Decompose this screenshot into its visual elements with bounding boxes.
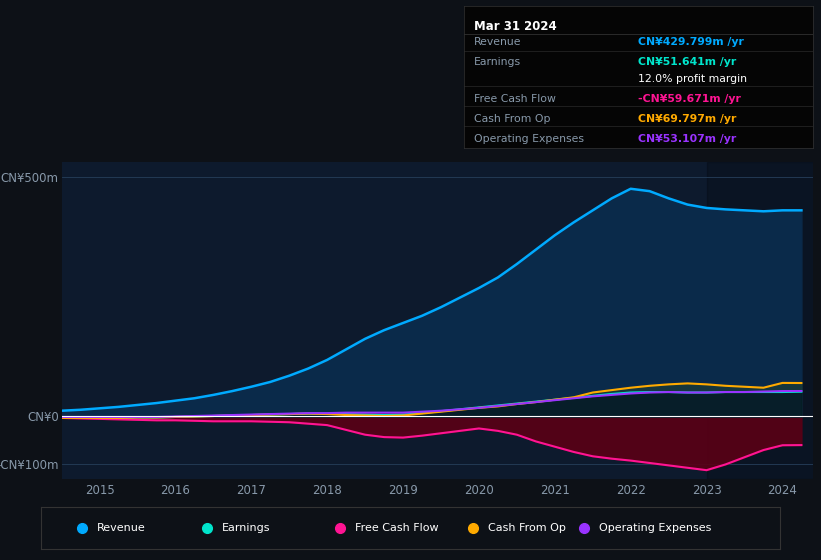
Text: CN¥51.641m /yr: CN¥51.641m /yr — [639, 57, 736, 67]
Text: Free Cash Flow: Free Cash Flow — [475, 94, 556, 104]
Text: -CN¥59.671m /yr: -CN¥59.671m /yr — [639, 94, 741, 104]
Text: Free Cash Flow: Free Cash Flow — [355, 523, 438, 533]
Text: Mar 31 2024: Mar 31 2024 — [475, 20, 557, 33]
Text: 12.0% profit margin: 12.0% profit margin — [639, 74, 747, 84]
Text: Earnings: Earnings — [475, 57, 521, 67]
Text: Operating Expenses: Operating Expenses — [475, 134, 585, 144]
Text: CN¥429.799m /yr: CN¥429.799m /yr — [639, 37, 744, 47]
Text: Revenue: Revenue — [97, 523, 145, 533]
Text: Cash From Op: Cash From Op — [488, 523, 566, 533]
Text: Cash From Op: Cash From Op — [475, 114, 551, 124]
Bar — [707, 162, 821, 479]
Text: Revenue: Revenue — [475, 37, 522, 47]
Text: CN¥69.797m /yr: CN¥69.797m /yr — [639, 114, 736, 124]
Text: Earnings: Earnings — [222, 523, 271, 533]
Text: Operating Expenses: Operating Expenses — [599, 523, 711, 533]
Text: CN¥53.107m /yr: CN¥53.107m /yr — [639, 134, 736, 144]
